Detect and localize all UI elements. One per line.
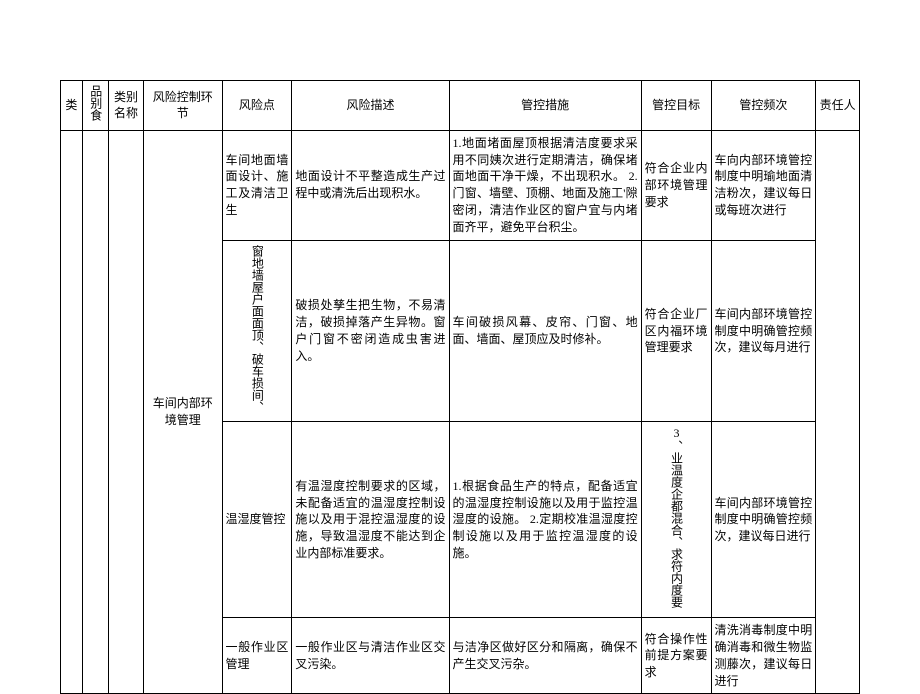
cell-risk-desc: 地面设计不平整造成生产过程中或清洗后出现积水。 [292,130,449,240]
cell-target: 符合企业厂区内福环境管理要求 [641,240,711,422]
col-header: 类别名称 [109,81,144,131]
cell-risk-point: 窗地墙屋户面面顶、破车损间、 [222,240,292,422]
header-row: 类 品别食 类别名称 风险控制环节 风险点 风险描述 管控措施 管控目标 管控频… [61,81,860,131]
cell-category [61,130,83,694]
cell-measures: 车间破损风幕、皮帘、门窗、地面、墙面、屋顶应及时修补。 [449,240,641,422]
table-container: 类 品别食 类别名称 风险控制环节 风险点 风险描述 管控措施 管控目标 管控频… [0,0,920,694]
cell-target: 3、业温度企都混合、求符内度要 [641,422,711,618]
col-header: 风险描述 [292,81,449,131]
col-header: 风险点 [222,81,292,131]
col-header: 管控目标 [641,81,711,131]
cell-target: 符合企业内部环境管理要求 [641,130,711,240]
cell-risk-point: 车间地面墙面设计、施工及清洁卫生 [222,130,292,240]
cell-category-name [109,130,144,694]
cell-freq: 车间内部环境管控制度中明确管控频次，建议每日进行 [711,422,816,618]
cell-risk-desc: 一般作业区与清洁作业区交叉污染。 [292,618,449,694]
col-header: 管控频次 [711,81,816,131]
col-header: 管控措施 [449,81,641,131]
cell-risk-point: 一般作业区管理 [222,618,292,694]
table-row: 车间内部环境管理 车间地面墙面设计、施工及清洁卫生 地面设计不平整造成生产过程中… [61,130,860,240]
cell-risk-desc: 破损处孳生把生物，不易清洁，破损掉落产生异物。窗户门窗不密闭造成虫害进入。 [292,240,449,422]
col-header: 责任人 [816,81,860,131]
cell-responsible [816,130,860,694]
col-header: 品别食 [82,81,108,131]
risk-table: 类 品别食 类别名称 风险控制环节 风险点 风险描述 管控措施 管控目标 管控频… [60,80,860,694]
cell-food-category [82,130,108,694]
cell-freq: 清洗消毒制度中明确消毒和微生物监测藤次，建议每日进行 [711,618,816,694]
cell-risk-desc: 有温湿度控制要求的区域，未配备适宜的温湿度控制设施以及用于混控温湿度的设施，导致… [292,422,449,618]
cell-control-link: 车间内部环境管理 [143,130,222,694]
col-header: 风险控制环节 [143,81,222,131]
cell-freq: 车间内部环境管控制度中明确管控频次，建议每月进行 [711,240,816,422]
col-header: 类 [61,81,83,131]
cell-measures: 1.地面堵面屋顶根据清洁度要求采用不同姨次进行定期清洁，确保堵面地面干净干燥，不… [449,130,641,240]
cell-target: 符合操作性前提方案要求 [641,618,711,694]
cell-measures: 与洁净区做好区分和隔离，确保不产生交叉污杂。 [449,618,641,694]
cell-measures: 1.根据食品生产的特点，配备适宜的温湿度控制设施以及用于监控温湿度的设施。 2.… [449,422,641,618]
cell-risk-point: 温湿度管控 [222,422,292,618]
cell-freq: 车向内部环境管控制度中明瑜地面清洁粉次，建议每日或每班次进行 [711,130,816,240]
